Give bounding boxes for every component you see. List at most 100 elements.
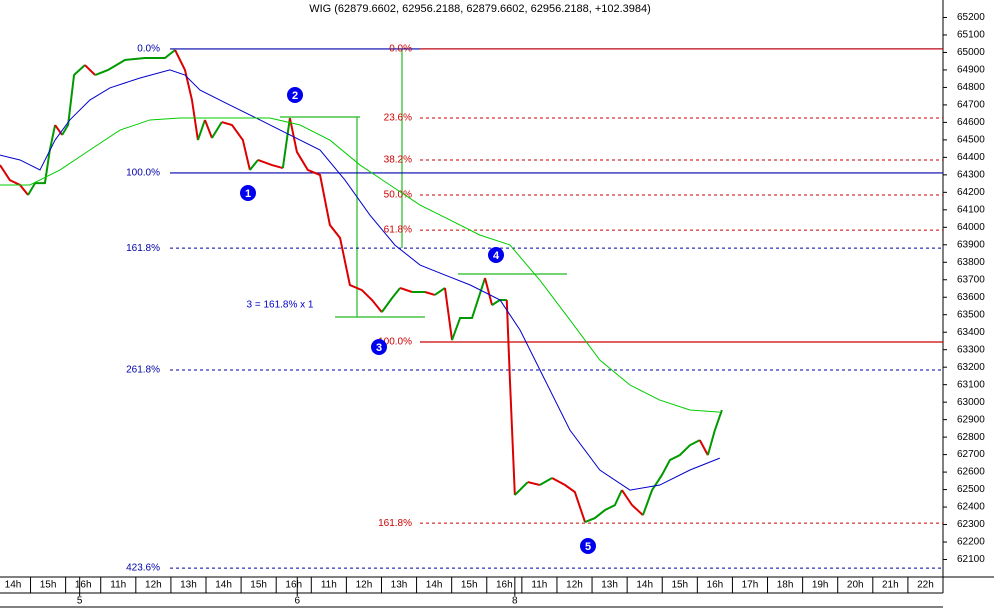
price-line [61,64,86,136]
y-tick-label: 63100 [957,379,985,390]
x-tick-label: 14h [426,580,443,591]
y-tick-label: 63000 [957,397,985,408]
y-tick-label: 63400 [957,327,985,338]
day-tick-label: 5 [77,596,83,607]
x-tick-label: 15h [40,580,57,591]
x-tick-label: 15h [250,580,267,591]
y-tick-label: 62200 [957,537,985,548]
price-line [551,477,586,523]
x-tick-label: 14h [636,580,653,591]
fib-label: 161.8% [126,243,160,254]
price-line [257,159,284,169]
price-line [288,117,383,313]
day-tick-label: 8 [512,596,518,607]
x-tick-label: 16h [496,580,513,591]
x-tick-label: 12h [145,580,162,591]
price-line [484,277,493,306]
price-line [0,164,29,196]
x-tick-label: 20h [847,580,864,591]
x-tick-label: 11h [531,580,547,591]
x-tick-label: 13h [601,580,618,591]
fib-label: 0.0% [137,44,160,55]
x-tick-label: 12h [356,580,373,591]
x-tick-label: 19h [812,580,829,591]
x-tick-label: 16h [707,580,724,591]
y-tick-label: 62900 [957,414,985,425]
y-tick-label: 63600 [957,292,985,303]
wave-marker [488,247,504,263]
y-tick-label: 64100 [957,204,985,215]
x-tick-label: 15h [461,580,478,591]
price-line [434,287,446,296]
price-line [527,481,541,487]
wave-guides [280,49,567,318]
y-tick-label: 63500 [957,309,985,320]
annotation: 3 = 161.8% x 1 [247,300,314,311]
price-line [27,124,57,196]
x-tick-label: 15h [671,580,688,591]
fib-label: 50.0% [384,190,412,201]
wave-label: 3 [376,342,382,354]
price-line [399,287,413,293]
price-line [641,439,701,516]
x-tick-label: 11h [110,580,126,591]
ma-line [0,117,720,413]
price-line [281,117,291,169]
y-tick-label: 64500 [957,135,985,146]
price-line [54,124,63,136]
fib-label: 100.0% [126,168,160,179]
price-line [451,277,486,341]
y-tick-label: 63300 [957,344,985,355]
price-line [196,119,206,141]
x-tick-label: 16h [285,580,302,591]
price-line [621,489,644,516]
x-tick-label: 14h [5,580,22,591]
wave-marker [580,538,596,554]
wave-label: 5 [585,541,591,553]
x-tick-label: 12h [566,580,583,591]
wave-marker [240,185,256,201]
y-tick-label: 62100 [957,554,985,565]
day-tick-label: 6 [294,596,300,607]
y-tick-label: 62500 [957,484,985,495]
y-tick-label: 65000 [957,47,985,58]
fib-label: 0.0% [389,44,412,55]
wave-label: 1 [245,188,251,200]
ma-line [0,69,720,491]
y-tick-label: 62400 [957,502,985,513]
price-line [444,287,454,341]
price-line [94,49,176,76]
wave-marker [287,87,303,103]
price-line [249,159,259,171]
fib-label: 261.8% [126,365,160,376]
y-tick-label: 63900 [957,239,985,250]
wave-label: 2 [292,90,298,102]
price-line [204,119,213,139]
y-tick-label: 63700 [957,274,985,285]
y-tick-label: 65200 [957,12,985,23]
y-tick-label: 62700 [957,449,985,460]
chart-title: WIG (62879.6602, 62956.2188, 62879.6602,… [309,3,651,15]
x-tick-label: 16h [75,580,92,591]
wave-marker [371,339,387,355]
y-tick-label: 64600 [957,117,985,128]
fib-label: 23.6% [384,113,412,124]
y-tick-label: 62300 [957,519,985,530]
x-tick-label: 17h [742,580,759,591]
fib-label: 423.6% [126,563,160,574]
fib-label: 100.0% [378,337,412,348]
y-tick-label: 64000 [957,222,985,233]
fib-label: 38.2% [384,155,412,166]
price-line [381,287,401,313]
fib-label: 161.8% [378,518,412,529]
wave-label: 4 [493,250,500,262]
price-line [174,49,199,141]
y-tick-label: 64900 [957,65,985,76]
price-line [698,439,709,456]
y-tick-label: 65100 [957,30,985,41]
x-tick-label: 21h [882,580,899,591]
y-tick-label: 63200 [957,362,985,373]
x-tick-label: 18h [777,580,794,591]
